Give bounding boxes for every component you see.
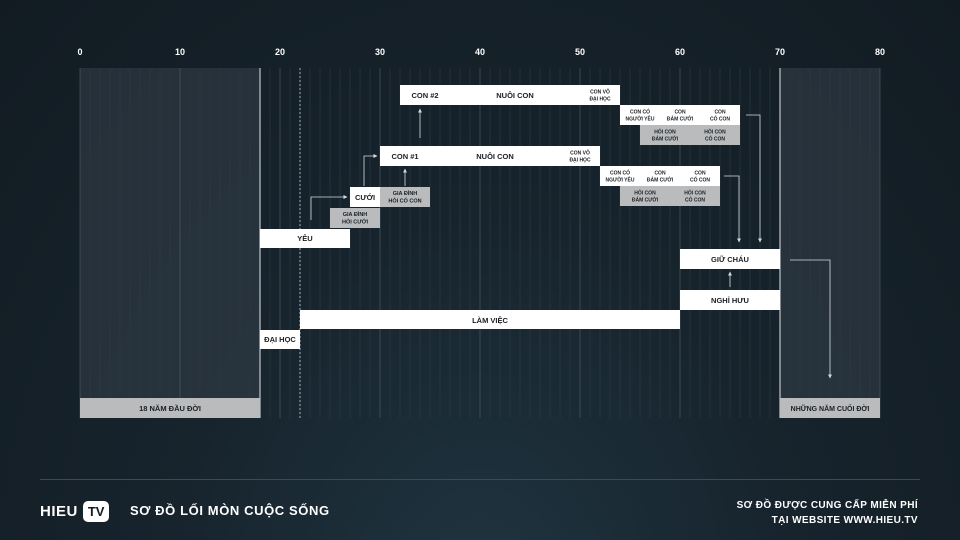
child1-kids-line1: CON bbox=[694, 171, 706, 177]
raise-child2-label: NUÔI CON bbox=[496, 91, 534, 100]
tick-label: 60 bbox=[675, 47, 685, 57]
arrow-child1-kids-to-babysit bbox=[724, 175, 741, 243]
child2-university-line1: CON VÔ bbox=[590, 88, 610, 96]
raise-child1-label: NUÔI CON bbox=[476, 152, 514, 161]
child2-ask-wedding-box: HỎI CON ĐÁM CƯỚI bbox=[640, 125, 690, 145]
hieutv-logo: HIEU TV bbox=[40, 499, 110, 523]
arrow-marriage-to-child1 bbox=[363, 154, 378, 186]
university-box: ĐẠI HỌC bbox=[260, 330, 300, 349]
child2-kids-line1: CON bbox=[714, 110, 726, 116]
child2-box: CON #2 bbox=[400, 85, 450, 105]
credit-text: SƠ ĐỒ ĐƯỢC CUNG CẤP MIỄN PHÍ TẠI WEBSITE… bbox=[737, 498, 918, 528]
child1-ask-wedding-line1: HỎI CON bbox=[634, 190, 656, 197]
child2-wedding-box: CON ĐÁM CƯỚI bbox=[660, 105, 700, 125]
marriage-box: CƯỚI bbox=[350, 187, 380, 207]
child2-ask-wedding-line2: ĐÁM CƯỚI bbox=[652, 135, 679, 143]
diagram-title: SƠ ĐỒ LỐI MÒN CUỘC SỐNG bbox=[130, 503, 330, 518]
childhood-label: 18 NĂM ĐẦU ĐỜI bbox=[139, 403, 201, 413]
tick-label: 30 bbox=[375, 47, 385, 57]
family-asks-child-line1: GIA ĐÌNH bbox=[393, 189, 418, 197]
credit-line-1: SƠ ĐỒ ĐƯỢC CUNG CẤP MIỄN PHÍ bbox=[736, 500, 918, 511]
child1-kids-box: CON CÓ CON bbox=[680, 166, 720, 186]
marriage-label: CƯỚI bbox=[355, 193, 375, 202]
child1-university-line1: CON VÔ bbox=[570, 149, 590, 157]
arrow-child2-kids-to-babysit bbox=[746, 114, 762, 243]
tick-label: 40 bbox=[475, 47, 485, 57]
tick-label: 80 bbox=[875, 47, 885, 57]
retire-label: NGHỈ HƯU bbox=[711, 296, 749, 305]
love-box: YÊU bbox=[260, 229, 350, 248]
work-label: LÀM VIỆC bbox=[472, 316, 508, 325]
child2-ask-kids-line2: CÓ CON bbox=[705, 135, 725, 143]
child2-lover-line1: CON CÓ bbox=[630, 108, 650, 116]
child1-wedding-line2: ĐÁM CƯỚI bbox=[647, 176, 674, 184]
child2-lover-line2: NGƯỜI YÊU bbox=[626, 115, 655, 123]
tick-label: 50 bbox=[575, 47, 585, 57]
child2-wedding-line1: CON bbox=[674, 110, 686, 116]
family-asks-child-box: GIA ĐÌNH HỎI CÓ CON bbox=[380, 187, 430, 207]
child1-lover-line2: NGƯỜI YÊU bbox=[606, 176, 635, 184]
family-asks-wedding-line2: HỎI CƯỚI bbox=[342, 218, 369, 226]
child1-ask-wedding-line2: ĐÁM CƯỚI bbox=[632, 196, 659, 204]
credit-line-2: TẠI WEBSITE WWW.HIEU.TV bbox=[771, 515, 918, 526]
child1-label: CON #1 bbox=[391, 152, 418, 161]
last-years-label: NHỮNG NĂM CUỐI ĐỜI bbox=[791, 403, 870, 413]
child2-kids-line2: CÓ CON bbox=[710, 115, 730, 123]
year-grid bbox=[79, 68, 881, 418]
axis-ticks: 0 10 20 30 40 50 60 70 80 bbox=[77, 47, 885, 57]
tick-label: 20 bbox=[275, 47, 285, 57]
family-asks-child-line2: HỎI CÓ CON bbox=[388, 197, 421, 205]
child2-lover-box: CON CÓ NGƯỜI YÊU bbox=[620, 105, 660, 125]
logo-hieu-text: HIEU bbox=[40, 502, 78, 520]
child1-ask-wedding-box: HỎI CON ĐÁM CƯỚI bbox=[620, 186, 670, 206]
child1-box: CON #1 bbox=[380, 146, 430, 166]
tick-label: 10 bbox=[175, 47, 185, 57]
love-label: YÊU bbox=[297, 234, 312, 243]
retire-box: NGHỈ HƯU bbox=[680, 290, 780, 310]
childhood-box: 18 NĂM ĐẦU ĐỜI bbox=[80, 398, 260, 418]
child1-ask-kids-line1: HỎI CON bbox=[684, 190, 706, 197]
child2-wedding-line2: ĐÁM CƯỚI bbox=[667, 115, 694, 123]
babysit-label: GIỮ CHÁU bbox=[711, 255, 749, 264]
child2-ask-kids-box: HỎI CON CÓ CON bbox=[690, 125, 740, 145]
child1-ask-kids-line2: CÓ CON bbox=[685, 196, 705, 204]
work-box: LÀM VIỆC bbox=[300, 310, 680, 329]
child1-wedding-box: CON ĐÁM CƯỚI bbox=[640, 166, 680, 186]
tick-label: 70 bbox=[775, 47, 785, 57]
family-asks-wedding-box: GIA ĐÌNH HỎI CƯỚI bbox=[330, 208, 380, 228]
raise-child1-box: NUÔI CON bbox=[430, 146, 560, 166]
child1-university-line2: ĐẠI HỌC bbox=[569, 158, 591, 164]
tick-label: 0 bbox=[77, 47, 82, 57]
child2-label: CON #2 bbox=[411, 91, 438, 100]
child1-university-box: CON VÔ ĐẠI HỌC bbox=[560, 146, 600, 166]
child1-wedding-line1: CON bbox=[654, 171, 666, 177]
child1-lover-box: CON CÓ NGƯỜI YÊU bbox=[600, 166, 640, 186]
child2-ask-wedding-line1: HỎI CON bbox=[654, 129, 676, 136]
child1-kids-line2: CÓ CON bbox=[690, 176, 710, 184]
child2-university-line2: ĐẠI HỌC bbox=[589, 97, 611, 103]
last-years-box: NHỮNG NĂM CUỐI ĐỜI bbox=[780, 398, 880, 418]
arrow-babysit-to-last-years bbox=[790, 259, 832, 379]
footer-divider bbox=[40, 479, 920, 480]
child2-university-box: CON VÔ ĐẠI HỌC bbox=[580, 85, 620, 105]
university-label: ĐẠI HỌC bbox=[264, 335, 296, 344]
child1-ask-kids-box: HỎI CON CÓ CON bbox=[670, 186, 720, 206]
child2-ask-kids-line1: HỎI CON bbox=[704, 129, 726, 136]
arrow-love-to-marriage bbox=[310, 195, 348, 220]
child1-lover-line1: CON CÓ bbox=[610, 169, 630, 177]
family-asks-wedding-line1: GIA ĐÌNH bbox=[343, 210, 368, 218]
child2-kids-box: CON CÓ CON bbox=[700, 105, 740, 125]
raise-child2-box: NUÔI CON bbox=[450, 85, 580, 105]
babysit-box: GIỮ CHÁU bbox=[680, 249, 780, 269]
logo-tv-badge: TV bbox=[82, 500, 110, 522]
